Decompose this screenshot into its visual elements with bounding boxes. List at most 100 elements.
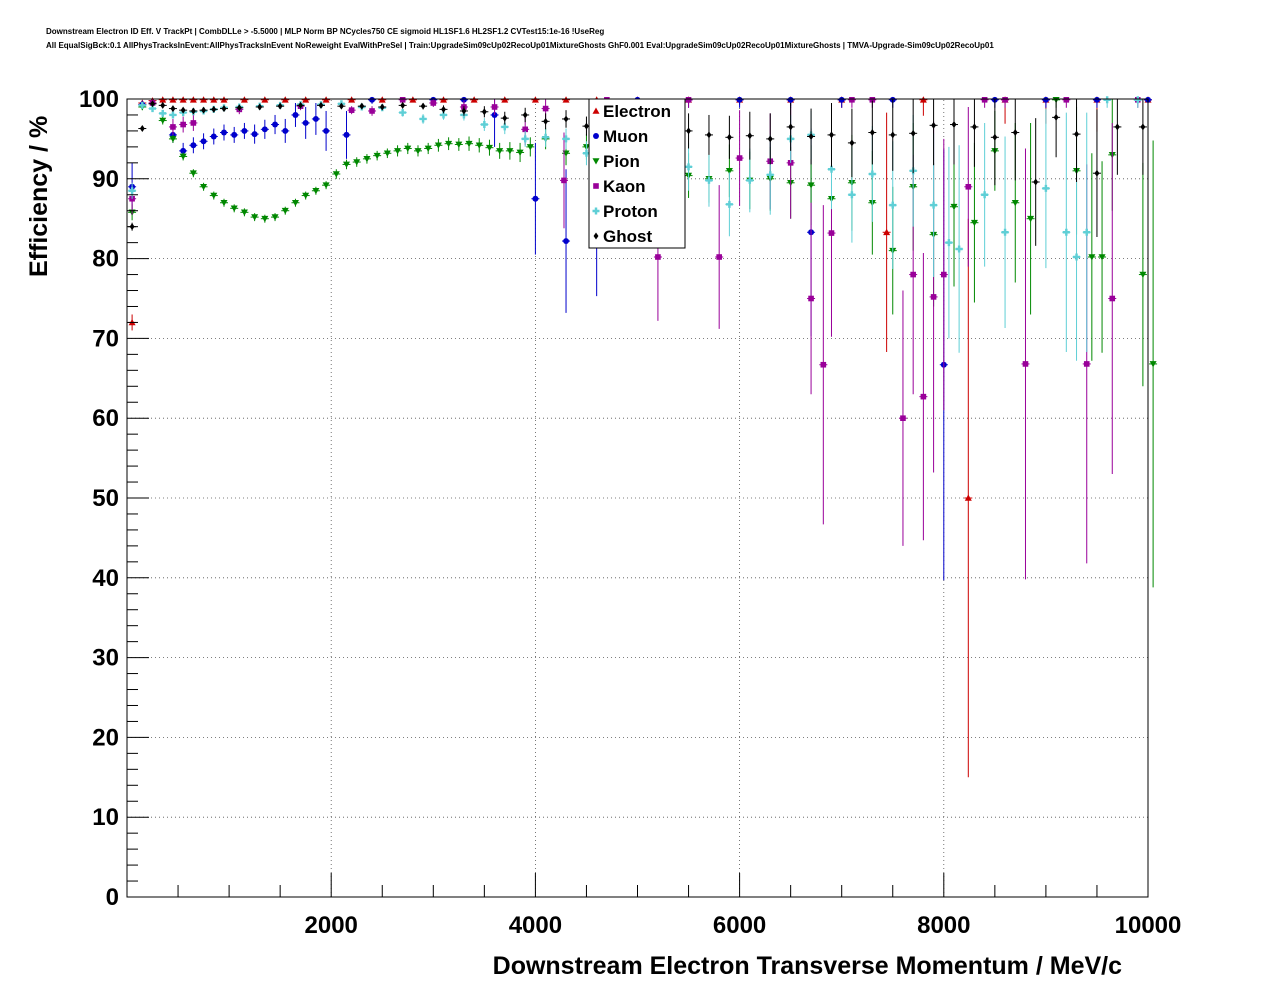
point-pion	[506, 148, 514, 155]
point-kaon	[828, 230, 835, 236]
y-tick-label: 20	[92, 724, 119, 751]
point-ghost	[1114, 123, 1120, 131]
point-ghost	[931, 121, 937, 129]
point-muon	[460, 96, 467, 103]
point-pion	[363, 156, 371, 163]
point-ghost	[201, 106, 207, 114]
point-kaon	[900, 415, 906, 421]
point-pion	[516, 149, 524, 156]
point-proton	[1083, 228, 1091, 236]
point-proton	[399, 109, 407, 117]
point-ghost	[1012, 129, 1018, 137]
point-kaon	[1002, 96, 1008, 103]
point-ghost	[139, 125, 145, 133]
x-axis-title: Downstream Electron Transverse Momentum …	[493, 952, 1122, 980]
point-kaon	[491, 104, 498, 110]
point-ghost	[971, 123, 977, 131]
point-pion	[1139, 271, 1147, 279]
point-ghost	[910, 129, 916, 137]
point-pion	[445, 140, 453, 148]
point-proton	[930, 201, 938, 209]
point-proton	[419, 115, 427, 123]
point-pion	[291, 199, 299, 207]
point-pion	[240, 209, 248, 216]
point-kaon	[180, 121, 186, 128]
point-proton	[542, 133, 550, 141]
point-ghost	[338, 102, 344, 110]
series-ghost	[128, 99, 1147, 246]
point-proton	[562, 135, 570, 143]
point-proton	[868, 170, 876, 178]
legend-marker-pion	[592, 158, 600, 165]
point-ghost	[543, 117, 549, 125]
point-ghost	[726, 133, 732, 141]
point-kaon	[981, 96, 988, 103]
point-ghost	[1074, 130, 1079, 138]
y-tick-label: 50	[92, 485, 119, 512]
point-ghost	[992, 133, 998, 141]
point-proton	[1103, 96, 1111, 104]
point-kaon	[348, 107, 355, 113]
y-tick-label: 80	[92, 246, 119, 273]
point-proton	[1073, 253, 1081, 261]
point-ghost	[221, 105, 227, 113]
point-pion	[302, 192, 310, 200]
point-kaon	[430, 100, 437, 106]
legend-label-electron: Electron	[603, 102, 671, 121]
point-ghost	[890, 131, 896, 139]
point-muon	[190, 142, 197, 149]
point-muon	[210, 133, 217, 140]
point-proton	[725, 200, 733, 208]
point-proton	[848, 191, 856, 199]
y-tick-label: 0	[106, 884, 119, 911]
point-kaon	[820, 361, 827, 368]
point-pion	[455, 141, 463, 148]
point-muon	[369, 96, 376, 103]
point-ghost	[481, 108, 487, 116]
x-tick-label: 2000	[305, 912, 358, 939]
point-pion	[1149, 361, 1157, 368]
point-ghost	[420, 102, 426, 110]
point-ghost	[190, 107, 196, 115]
point-muon	[532, 195, 539, 202]
point-ghost	[400, 101, 406, 109]
point-pion	[485, 144, 493, 152]
point-muon	[1093, 96, 1100, 103]
point-proton	[501, 123, 509, 131]
point-pion	[179, 153, 187, 160]
point-ghost	[1094, 169, 1100, 177]
point-proton	[480, 121, 488, 129]
point-pion	[220, 199, 228, 207]
point-ghost	[788, 123, 794, 131]
point-kaon	[369, 108, 375, 114]
legend-label-pion: Pion	[603, 152, 640, 171]
point-ghost	[747, 132, 753, 140]
point-muon	[180, 147, 187, 154]
point-muon	[302, 119, 309, 126]
point-kaon	[869, 96, 876, 103]
point-kaon	[561, 177, 567, 184]
title-line-2: All EqualSigBck:0.1 AllPhysTracksInEvent…	[46, 41, 994, 50]
point-muon	[282, 127, 289, 134]
point-proton	[766, 171, 774, 179]
point-ghost	[277, 102, 283, 110]
point-ghost	[318, 101, 324, 109]
point-kaon	[808, 295, 814, 302]
point-muon	[231, 131, 238, 138]
point-ghost	[257, 103, 263, 111]
point-muon	[787, 96, 794, 103]
point-kaon	[910, 271, 916, 278]
point-muon	[200, 138, 207, 145]
point-ghost	[1053, 113, 1059, 121]
point-muon	[261, 126, 268, 133]
legend-box	[588, 98, 686, 249]
point-proton	[955, 245, 963, 253]
point-muon	[563, 238, 570, 245]
y-axis-title: Efficiency / %	[25, 116, 53, 277]
point-pion	[414, 148, 422, 155]
point-pion	[312, 187, 320, 195]
point-pion	[807, 182, 815, 189]
point-pion	[322, 182, 330, 189]
point-ghost	[584, 122, 589, 130]
